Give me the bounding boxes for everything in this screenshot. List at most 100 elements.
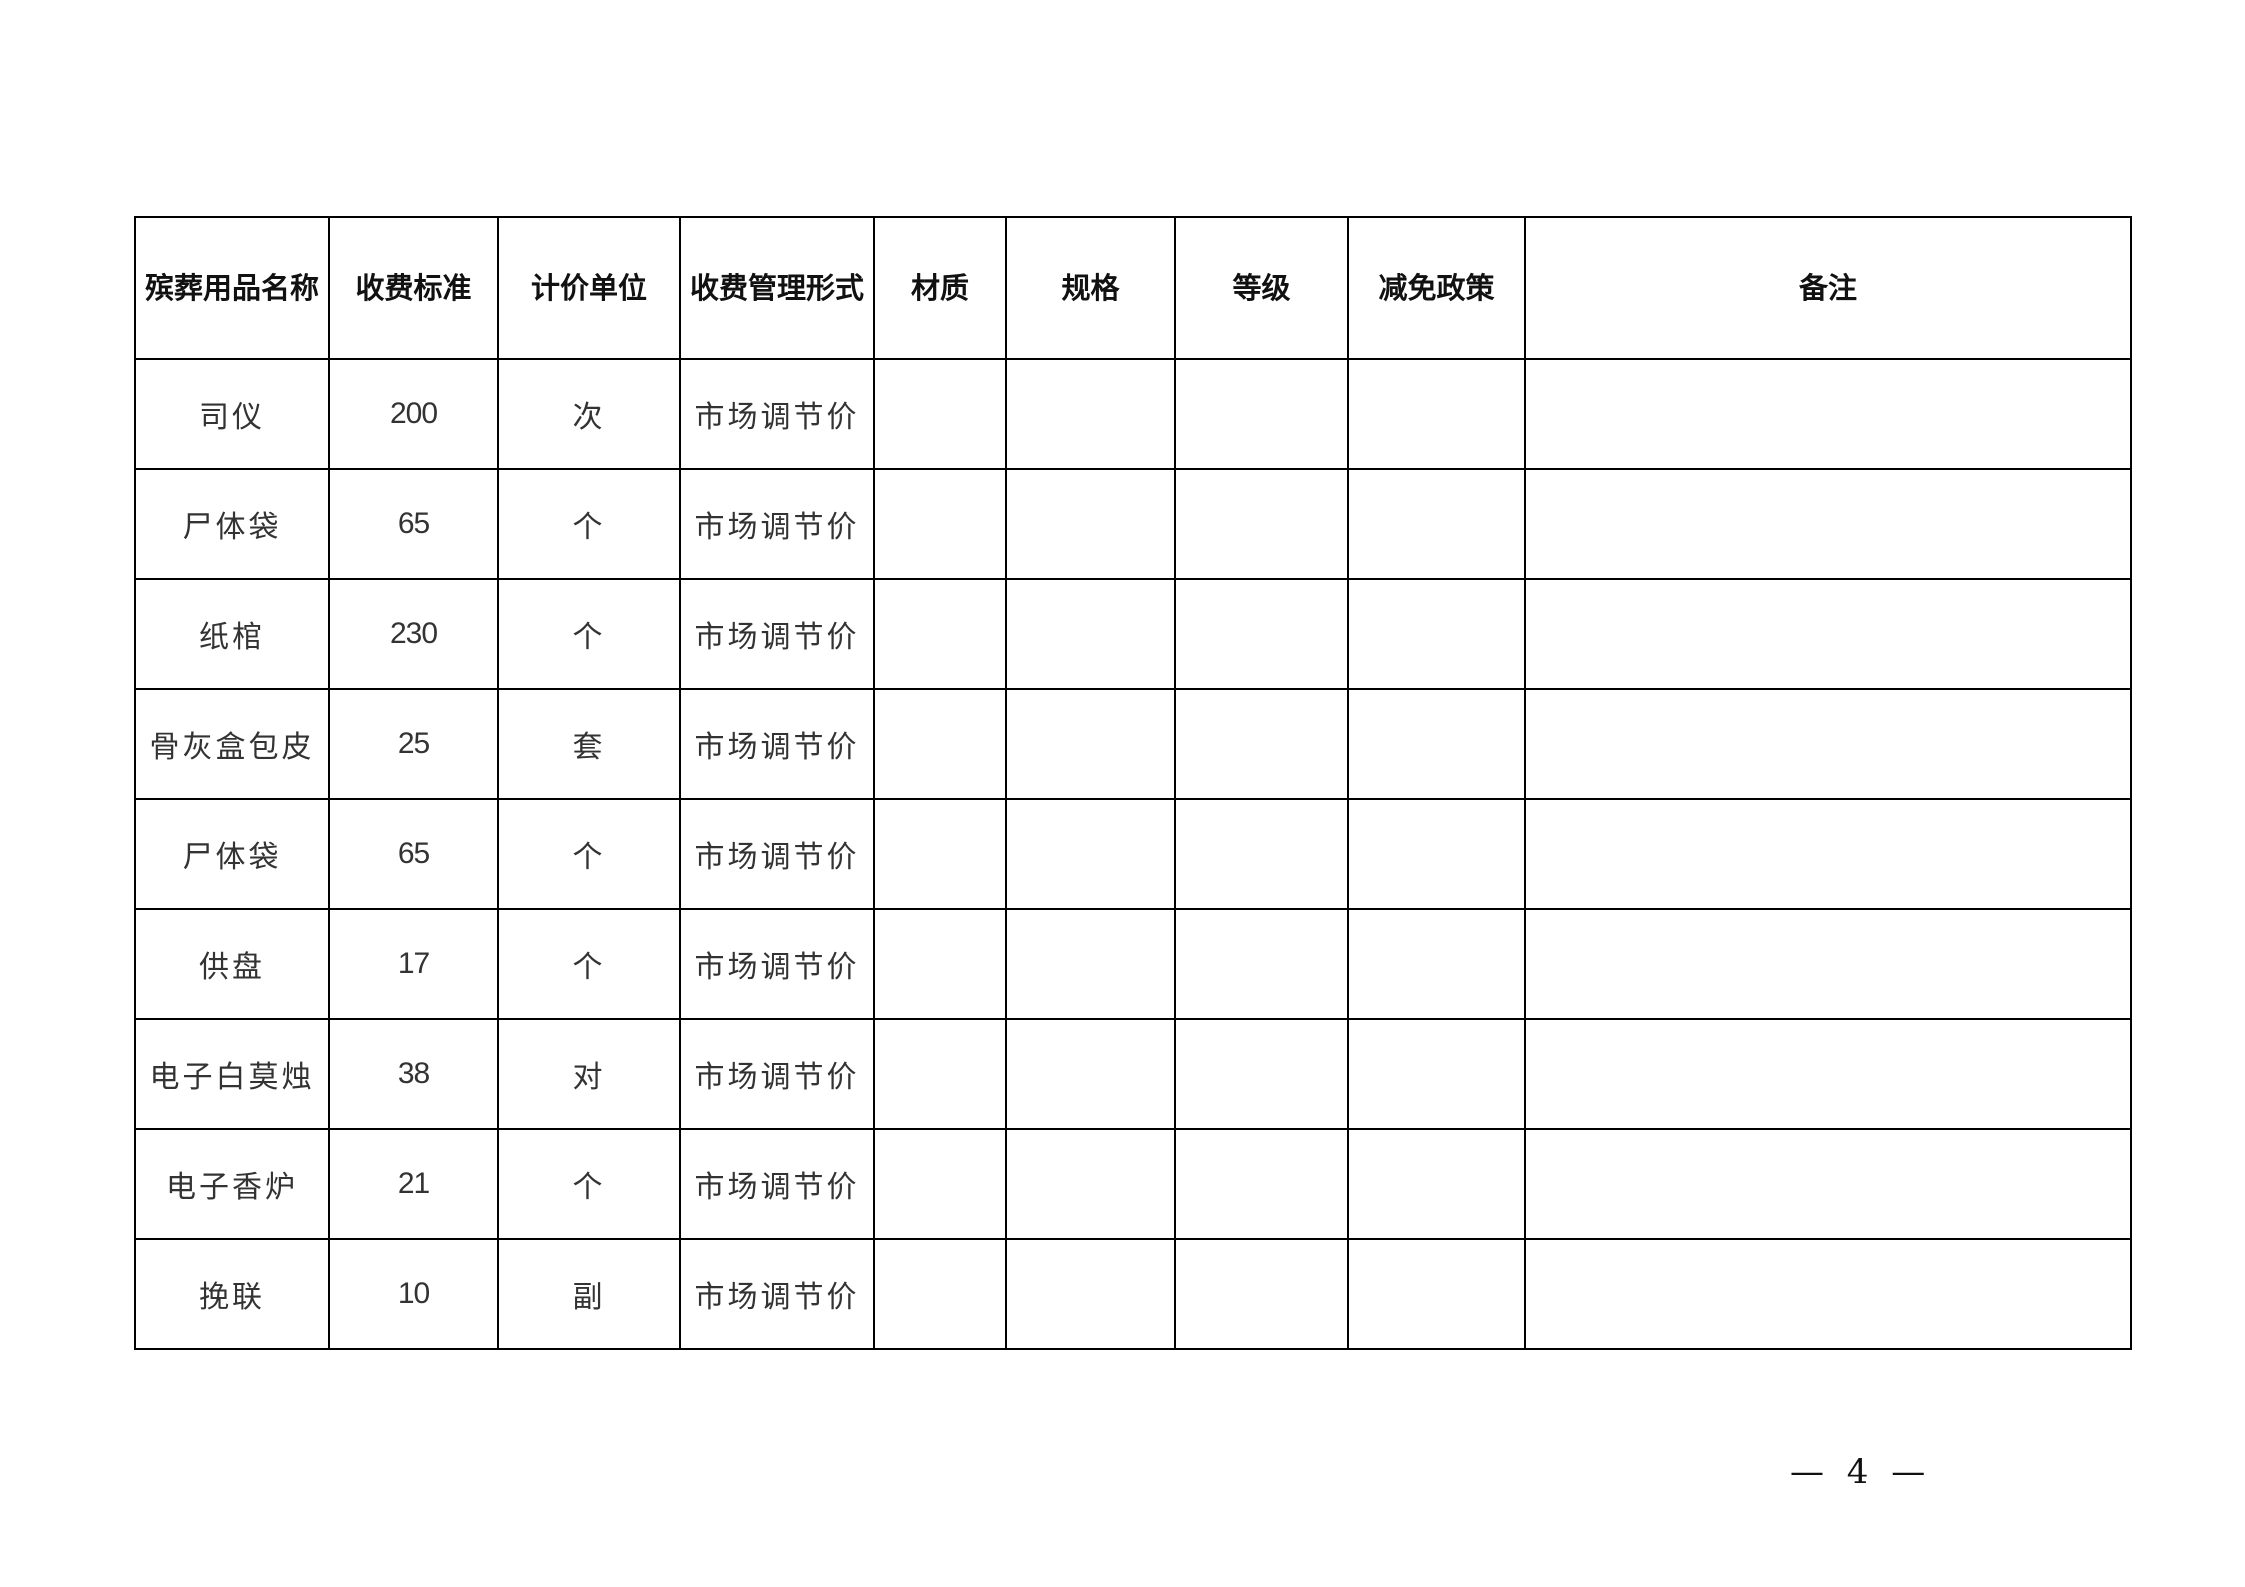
cell-reduction-policy <box>1347 1128 1526 1240</box>
cell-pricing-unit: 次 <box>497 358 681 470</box>
cell-item-name: 尸体袋 <box>134 798 330 910</box>
cell-item-name: 电子香炉 <box>134 1128 330 1240</box>
cell-item-name: 纸棺 <box>134 578 330 690</box>
funeral-supplies-fee-table: 殡葬用品名称 收费标准 计价单位 收费管理形式 材质 规格 等级 减免政策 备注 司仪 200 次市… <box>134 216 2132 1350</box>
cell-specification <box>1005 1018 1176 1130</box>
cell-grade <box>1174 1018 1349 1130</box>
cell-specification <box>1005 1128 1176 1240</box>
cell-material <box>873 468 1007 580</box>
table-row: 骨灰盒包皮 25 套市场调节价 <box>134 688 2132 800</box>
cell-fee-standard: 10 <box>328 1238 499 1350</box>
cell-material <box>873 1128 1007 1240</box>
column-header-pricing-unit: 计价单位 <box>497 216 681 360</box>
cell-fee-management-form: 市场调节价 <box>679 578 875 690</box>
cell-grade <box>1174 688 1349 800</box>
cell-remarks <box>1524 688 2132 800</box>
table-row: 挽联 10 副市场调节价 <box>134 1238 2132 1350</box>
cell-fee-management-form: 市场调节价 <box>679 1128 875 1240</box>
table-row: 尸体袋 65 个市场调节价 <box>134 468 2132 580</box>
cell-fee-standard: 230 <box>328 578 499 690</box>
cell-specification <box>1005 1238 1176 1350</box>
column-header-remarks: 备注 <box>1524 216 2132 360</box>
column-header-fee-standard: 收费标准 <box>328 216 499 360</box>
cell-grade <box>1174 1128 1349 1240</box>
cell-specification <box>1005 798 1176 910</box>
table-row: 司仪 200 次市场调节价 <box>134 358 2132 470</box>
cell-material <box>873 578 1007 690</box>
table-header-row: 殡葬用品名称 收费标准 计价单位 收费管理形式 材质 规格 等级 减免政策 备注 <box>134 216 2132 360</box>
cell-specification <box>1005 688 1176 800</box>
cell-fee-management-form: 市场调节价 <box>679 468 875 580</box>
table-row: 电子白莫烛 38 对市场调节价 <box>134 1018 2132 1130</box>
cell-item-name: 供盘 <box>134 908 330 1020</box>
column-header-item-name: 殡葬用品名称 <box>134 216 330 360</box>
page-number: — 4 — <box>1790 1452 1932 1492</box>
cell-material <box>873 908 1007 1020</box>
cell-item-name: 尸体袋 <box>134 468 330 580</box>
cell-fee-standard: 21 <box>328 1128 499 1240</box>
cell-material <box>873 1018 1007 1130</box>
cell-fee-management-form: 市场调节价 <box>679 1018 875 1130</box>
cell-pricing-unit: 套 <box>497 688 681 800</box>
cell-reduction-policy <box>1347 468 1526 580</box>
cell-fee-standard: 65 <box>328 798 499 910</box>
cell-reduction-policy <box>1347 798 1526 910</box>
cell-remarks <box>1524 798 2132 910</box>
column-header-material: 材质 <box>873 216 1007 360</box>
cell-pricing-unit: 个 <box>497 578 681 690</box>
cell-reduction-policy <box>1347 908 1526 1020</box>
cell-fee-standard: 17 <box>328 908 499 1020</box>
column-header-grade: 等级 <box>1174 216 1349 360</box>
cell-fee-standard: 65 <box>328 468 499 580</box>
cell-item-name: 骨灰盒包皮 <box>134 688 330 800</box>
cell-remarks <box>1524 468 2132 580</box>
cell-item-name: 司仪 <box>134 358 330 470</box>
cell-remarks <box>1524 578 2132 690</box>
cell-reduction-policy <box>1347 1238 1526 1350</box>
cell-pricing-unit: 个 <box>497 908 681 1020</box>
cell-remarks <box>1524 1128 2132 1240</box>
cell-fee-standard: 200 <box>328 358 499 470</box>
cell-specification <box>1005 468 1176 580</box>
cell-remarks <box>1524 1238 2132 1350</box>
cell-pricing-unit: 个 <box>497 1128 681 1240</box>
cell-fee-management-form: 市场调节价 <box>679 1238 875 1350</box>
cell-grade <box>1174 468 1349 580</box>
cell-fee-management-form: 市场调节价 <box>679 358 875 470</box>
cell-remarks <box>1524 1018 2132 1130</box>
cell-fee-management-form: 市场调节价 <box>679 798 875 910</box>
cell-reduction-policy <box>1347 358 1526 470</box>
table-row: 供盘 17 个市场调节价 <box>134 908 2132 1020</box>
cell-grade <box>1174 358 1349 470</box>
cell-pricing-unit: 个 <box>497 798 681 910</box>
cell-material <box>873 358 1007 470</box>
cell-remarks <box>1524 358 2132 470</box>
cell-material <box>873 688 1007 800</box>
cell-pricing-unit: 个 <box>497 468 681 580</box>
column-header-specification: 规格 <box>1005 216 1176 360</box>
table-row: 纸棺 230 个市场调节价 <box>134 578 2132 690</box>
cell-reduction-policy <box>1347 688 1526 800</box>
cell-reduction-policy <box>1347 1018 1526 1130</box>
cell-grade <box>1174 578 1349 690</box>
column-header-fee-management-form: 收费管理形式 <box>679 216 875 360</box>
cell-grade <box>1174 1238 1349 1350</box>
cell-pricing-unit: 对 <box>497 1018 681 1130</box>
cell-specification <box>1005 578 1176 690</box>
cell-fee-standard: 25 <box>328 688 499 800</box>
cell-fee-management-form: 市场调节价 <box>679 688 875 800</box>
cell-pricing-unit: 副 <box>497 1238 681 1350</box>
cell-material <box>873 798 1007 910</box>
table-row: 电子香炉 21 个市场调节价 <box>134 1128 2132 1240</box>
cell-specification <box>1005 358 1176 470</box>
cell-remarks <box>1524 908 2132 1020</box>
cell-material <box>873 1238 1007 1350</box>
cell-specification <box>1005 908 1176 1020</box>
cell-grade <box>1174 798 1349 910</box>
cell-item-name: 挽联 <box>134 1238 330 1350</box>
cell-item-name: 电子白莫烛 <box>134 1018 330 1130</box>
table-row: 尸体袋 65 个市场调节价 <box>134 798 2132 910</box>
cell-grade <box>1174 908 1349 1020</box>
cell-fee-management-form: 市场调节价 <box>679 908 875 1020</box>
cell-reduction-policy <box>1347 578 1526 690</box>
